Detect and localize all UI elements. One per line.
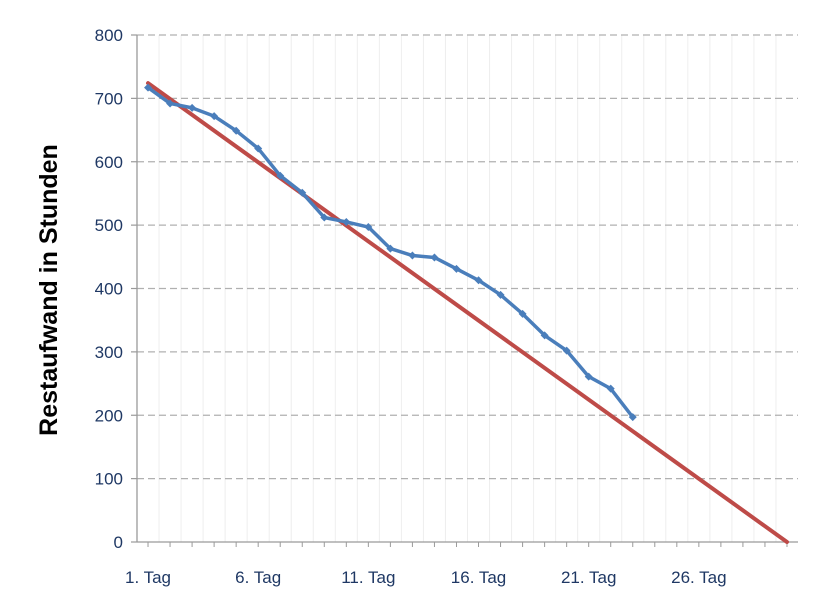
- y-tick-label: 200: [95, 406, 123, 425]
- actual-data-point: [342, 217, 351, 226]
- actual-data-point: [166, 99, 175, 108]
- x-tick-label: 16. Tag: [451, 568, 506, 587]
- horizontal-gridlines: [137, 34, 798, 480]
- y-axis-label: Restaufwand in Stunden: [35, 144, 63, 436]
- series-layer: [144, 81, 789, 544]
- y-tick-label: 100: [95, 470, 123, 489]
- actual-data-point: [298, 188, 307, 197]
- actual-data-point: [320, 213, 329, 222]
- actual-data-point: [254, 144, 263, 153]
- actual-data-point: [540, 331, 549, 340]
- actual-data-point: [606, 384, 615, 393]
- actual-data-point: [452, 264, 461, 273]
- actual-data-point: [386, 244, 395, 253]
- x-tick-label: 1. Tag: [125, 568, 171, 587]
- actual-data-point: [628, 413, 637, 422]
- actual-data-point: [562, 346, 571, 355]
- actual-data-point: [144, 83, 153, 92]
- actual-data-point: [518, 309, 527, 318]
- y-tick-labels: 0 100 200 300 400 500 600 700 800: [95, 26, 137, 552]
- x-tick-label: 26. Tag: [671, 568, 726, 587]
- x-tick-label: 11. Tag: [341, 568, 395, 587]
- actual-data-point: [364, 223, 373, 232]
- x-tick-label: 6. Tag: [235, 568, 281, 587]
- y-tick-label: 400: [95, 280, 123, 299]
- actual-data-point: [584, 372, 593, 381]
- y-tick-label: 0: [114, 533, 123, 552]
- y-tick-label: 300: [95, 343, 123, 362]
- ideal-burndown-line: [146, 81, 789, 544]
- y-tick-label: 600: [95, 153, 123, 172]
- actual-data-point: [408, 251, 417, 260]
- y-tick-label: 500: [95, 216, 123, 235]
- actual-data-point: [210, 112, 219, 121]
- actual-data-point: [474, 276, 483, 285]
- y-tick-label: 800: [95, 26, 123, 45]
- x-tick-label: 21. Tag: [561, 568, 616, 587]
- actual-data-point: [496, 290, 505, 299]
- x-tick-labels: 1. Tag 6. Tag 11. Tag 16. Tag 21. Tag 26. Tag: [125, 542, 788, 587]
- y-tick-label: 700: [95, 89, 123, 108]
- actual-data-point: [188, 103, 197, 112]
- actual-data-point: [430, 253, 439, 262]
- actual-data-point: [276, 171, 285, 180]
- actual-data-point: [232, 126, 241, 135]
